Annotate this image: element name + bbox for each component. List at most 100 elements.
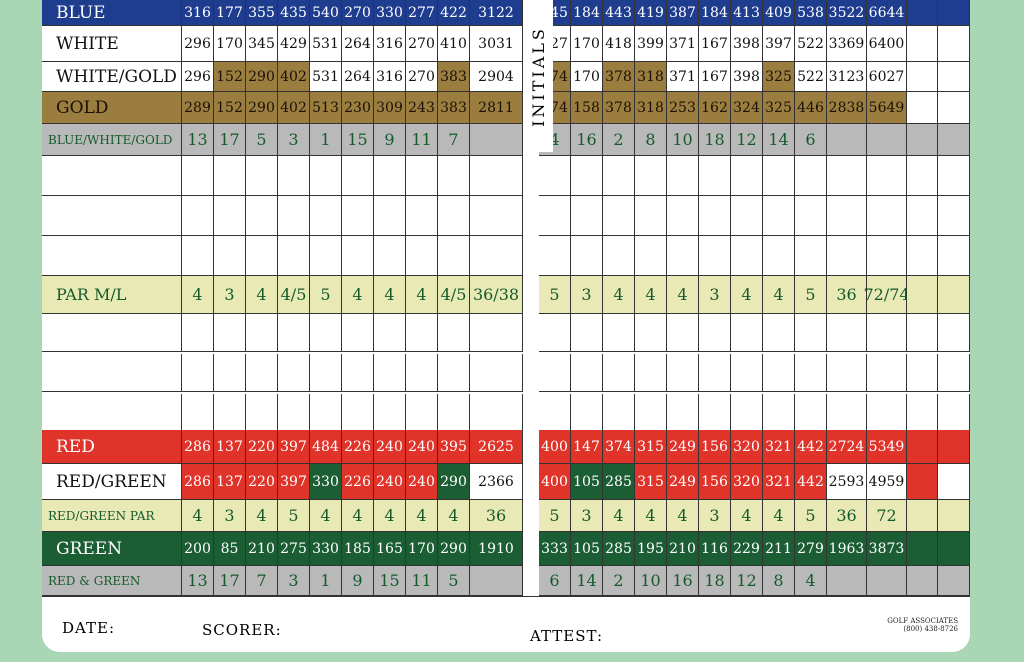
score-mid-1-in-cell-2 (603, 354, 635, 392)
par-ml-row: PAR M/L 4 3 4 4/5 5 4 4 4 4/5 36/38 5 3 4 4 4 3 4 4 5 36 72/7… (42, 276, 970, 314)
red-green-tee-in-cell-1: 105 (571, 464, 603, 500)
score-top-0-label (42, 156, 182, 196)
hcp-red-green-out-cell-5: 9 (342, 566, 374, 596)
red-green-tee-out-cell-1: 137 (214, 464, 246, 500)
score-mid-2-in-cell-3 (635, 394, 667, 432)
score-mid-1-out-cell-9 (470, 354, 523, 392)
white-tee-in-cell-1: 170 (571, 26, 603, 62)
score-mid-0-out-cell-2 (246, 314, 278, 352)
score-mid-1-extra-cell-1 (938, 354, 970, 392)
score-top-1-in-cell-2 (603, 196, 635, 236)
score-top-2-in-cell-4 (667, 236, 699, 276)
white-tee-out-cell-6: 316 (374, 26, 406, 62)
white-tee-extra-cell-0 (907, 26, 938, 62)
score-mid-1-in-cell-1 (571, 354, 603, 392)
score-mid-1-row (42, 354, 970, 392)
red-green-tee-out-cell-3: 397 (278, 464, 310, 500)
red-tee-out-cell-9: 2625 (470, 430, 523, 464)
signature-footer: DATE: SCORER: ATTEST: GOLF ASSOCIATES (8… (42, 596, 970, 652)
score-top-2-extra-cell-1 (938, 236, 970, 276)
score-top-1-out-cell-0 (182, 196, 214, 236)
score-mid-0-in-cell-4 (667, 314, 699, 352)
red-tee-in-cell-6: 320 (731, 430, 763, 464)
red-green-tee-in-cell-2: 285 (603, 464, 635, 500)
gold-tee-out-cell-3: 402 (278, 92, 310, 124)
score-top-0-in-cell-5 (699, 156, 731, 196)
white-tee-out-cell-1: 170 (214, 26, 246, 62)
score-mid-0-in-cell-10 (867, 314, 907, 352)
score-mid-0-in-cell-3 (635, 314, 667, 352)
red-green-par-out-cell-4: 4 (310, 500, 342, 532)
score-top-2-in-cell-1 (571, 236, 603, 276)
score-mid-0-in-cell-9 (827, 314, 867, 352)
score-mid-2-out-cell-1 (214, 394, 246, 432)
score-top-0-in-cell-9 (827, 156, 867, 196)
hcp-red-green-out-cell-7: 11 (406, 566, 438, 596)
red-green-tee-in-cell-0: 400 (539, 464, 571, 500)
score-top-1-extra-cell-1 (938, 196, 970, 236)
par-ml-in-cell-9: 36 (827, 276, 867, 314)
score-mid-0-in-cell-7 (763, 314, 795, 352)
red-green-par-out-cell-0: 4 (182, 500, 214, 532)
green-tee-out-cell-6: 165 (374, 532, 406, 566)
hcp-red-green-out-cell-3: 3 (278, 566, 310, 596)
hcp-blue-white-gold-in-cell-9 (827, 124, 867, 156)
white-gold-tee-extra-cell-0 (907, 62, 938, 92)
gold-tee-out-cell-4: 513 (310, 92, 342, 124)
red-tee-label: RED (42, 430, 182, 464)
red-tee-in-cell-3: 315 (635, 430, 667, 464)
score-top-2-in-cell-9 (827, 236, 867, 276)
par-ml-in-cell-6: 4 (731, 276, 763, 314)
red-green-tee-in-cell-10: 4959 (867, 464, 907, 500)
score-top-2-in-cell-8 (795, 236, 827, 276)
score-mid-2-in-cell-9 (827, 394, 867, 432)
logo-line2: (800) 438-8726 (903, 625, 958, 633)
score-mid-0-in-cell-1 (571, 314, 603, 352)
red-tee-out-cell-2: 220 (246, 430, 278, 464)
white-tee-out-cell-3: 429 (278, 26, 310, 62)
hcp-blue-white-gold-in-cell-6: 12 (731, 124, 763, 156)
hcp-red-green-in-cell-10 (867, 566, 907, 596)
score-top-0-extra-cell-0 (907, 156, 938, 196)
score-top-0-in-cell-7 (763, 156, 795, 196)
score-top-2-out-cell-7 (406, 236, 438, 276)
score-top-0-in-cell-3 (635, 156, 667, 196)
white-tee-in-cell-2: 418 (603, 26, 635, 62)
gold-tee-in-cell-8: 446 (795, 92, 827, 124)
score-mid-1-out-cell-4 (310, 354, 342, 392)
red-tee-in-cell-9: 2724 (827, 430, 867, 464)
red-green-tee-out-cell-0: 286 (182, 464, 214, 500)
score-mid-1-out-cell-2 (246, 354, 278, 392)
blue-tee-out-cell-8: 422 (438, 0, 470, 26)
white-gold-tee-in-cell-5: 167 (699, 62, 731, 92)
score-mid-0-out-cell-8 (438, 314, 470, 352)
red-green-par-out-cell-3: 5 (278, 500, 310, 532)
par-ml-out-cell-1: 3 (214, 276, 246, 314)
hcp-blue-white-gold-extra-cell-1 (938, 124, 970, 156)
score-mid-1-out-cell-6 (374, 354, 406, 392)
score-top-0-in-cell-4 (667, 156, 699, 196)
blue-tee-in-cell-5: 184 (699, 0, 731, 26)
white-tee-out-cell-9: 3031 (470, 26, 523, 62)
score-top-1-extra-cell-0 (907, 196, 938, 236)
score-mid-1-in-cell-5 (699, 354, 731, 392)
white-gold-tee-in-cell-4: 371 (667, 62, 699, 92)
score-mid-2-in-cell-8 (795, 394, 827, 432)
hcp-red-green-out-cell-2: 7 (246, 566, 278, 596)
score-top-1-in-cell-10 (867, 196, 907, 236)
red-tee-in-cell-5: 156 (699, 430, 731, 464)
gold-tee-in-cell-3: 318 (635, 92, 667, 124)
par-ml-in-cell-0: 5 (539, 276, 571, 314)
white-gold-tee-out-cell-0: 296 (182, 62, 214, 92)
red-green-tee-out-cell-8: 290 (438, 464, 470, 500)
score-mid-0-row (42, 314, 970, 352)
white-tee-in-cell-9: 3369 (827, 26, 867, 62)
white-tee-in-cell-3: 399 (635, 26, 667, 62)
score-top-2-extra-cell-0 (907, 236, 938, 276)
red-green-par-out-cell-6: 4 (374, 500, 406, 532)
score-mid-1-in-cell-7 (763, 354, 795, 392)
green-tee-in-cell-6: 229 (731, 532, 763, 566)
red-green-par-out-cell-2: 4 (246, 500, 278, 532)
par-ml-out-cell-5: 4 (342, 276, 374, 314)
score-top-1-in-cell-1 (571, 196, 603, 236)
